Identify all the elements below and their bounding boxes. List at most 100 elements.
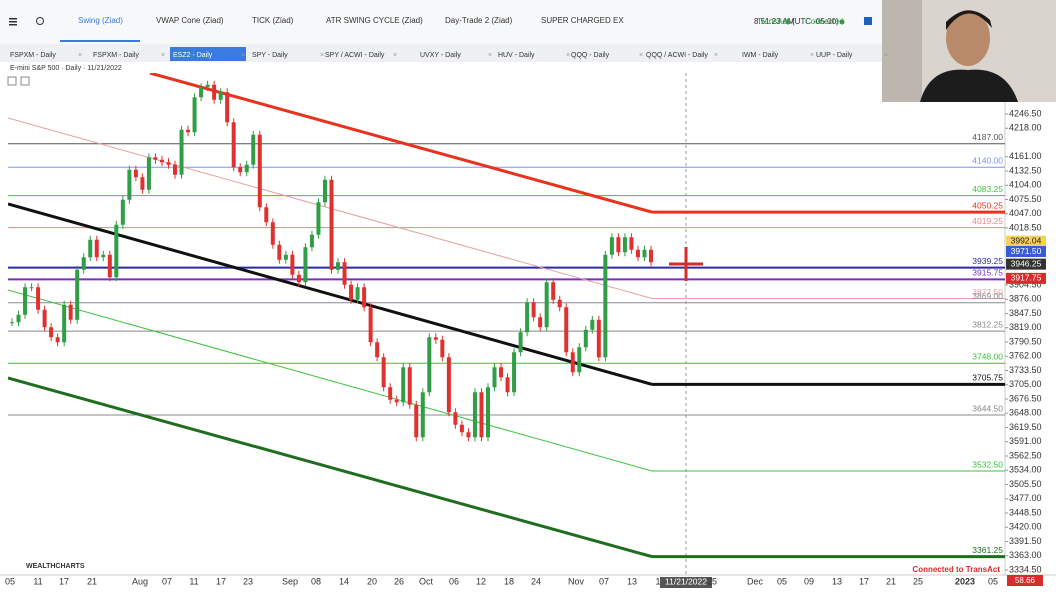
x-tick-label: 18 <box>504 576 514 586</box>
x-tick-label: 17 <box>216 576 226 586</box>
x-tick-label: 13 <box>832 576 842 586</box>
cursor-date-box <box>660 577 712 588</box>
toolbar-tab[interactable]: Swing (Ziad) <box>78 16 123 25</box>
candle <box>414 404 419 438</box>
toolbar-bg <box>0 0 1056 44</box>
menu-icon[interactable] <box>9 18 17 26</box>
candle <box>440 339 445 358</box>
x-tick-label: Sep <box>282 576 298 586</box>
webcam <box>882 0 1056 102</box>
candle <box>55 337 60 343</box>
candle <box>427 337 432 393</box>
y-tick-label: 4104.00 <box>1009 180 1042 190</box>
candle <box>499 367 504 378</box>
candle <box>49 327 54 338</box>
x-tick-label: Nov <box>568 576 585 586</box>
save-icon[interactable] <box>864 17 872 25</box>
y-tick-label: 3762.00 <box>1009 351 1042 361</box>
x-tick-label: 1 <box>655 576 660 586</box>
chart-tab-close: × <box>320 52 324 59</box>
price-box-label: 3946.25 <box>1011 258 1042 268</box>
y-tick-label: 3676.50 <box>1009 393 1042 403</box>
candle <box>525 302 530 333</box>
chart-tab-close: × <box>393 52 397 59</box>
price-box-label: 3971.50 <box>1011 246 1042 256</box>
level-label: 4140.00 <box>972 156 1003 166</box>
y-tick-label: 3420.00 <box>1009 522 1042 532</box>
candle <box>42 309 47 328</box>
x-tick-label: 12 <box>476 576 486 586</box>
chart-tab[interactable]: QQQ / ACWI - Daily <box>646 52 708 59</box>
candle <box>538 317 543 328</box>
y-tick-label: 3819.00 <box>1009 322 1042 332</box>
chart-tab[interactable]: UVXY - Daily <box>420 52 461 59</box>
chart-tab[interactable]: HUV - Daily <box>498 52 535 59</box>
toolbar-tab[interactable]: Day-Trade 2 (Ziad) <box>445 16 513 25</box>
tabs-bg <box>0 44 1056 62</box>
x-tick-label: 20 <box>367 576 377 586</box>
candle <box>179 129 184 175</box>
level-label: 3915.75 <box>972 268 1003 278</box>
candle <box>146 157 151 190</box>
toolbar-tab[interactable]: VWAP Cone (Ziad) <box>156 16 224 25</box>
x-tick-label: 23 <box>243 576 253 586</box>
connection-status: Connected to TransAct <box>912 565 1000 574</box>
chart-tab-close: × <box>161 52 165 59</box>
candle <box>433 337 438 340</box>
chart-tab[interactable]: SPY - Daily <box>252 52 288 59</box>
crosshair-cross <box>669 247 703 281</box>
price-box <box>1006 235 1046 247</box>
candle <box>459 424 464 433</box>
candle <box>466 432 471 438</box>
level-label: 3939.25 <box>972 256 1003 266</box>
value-label: 58.66 <box>1015 576 1036 585</box>
x-tick-label: 07 <box>599 576 609 586</box>
candle <box>635 249 640 258</box>
search-icon[interactable] <box>36 17 44 25</box>
title-bar <box>0 62 1056 75</box>
y-tick-label: 4161.00 <box>1009 151 1042 161</box>
y-tick-label: 4047.00 <box>1009 208 1042 218</box>
chart-tab[interactable]: FSPXM - Daily <box>10 52 56 59</box>
expand-icon[interactable] <box>20 76 30 86</box>
x-tick-label: 08 <box>311 576 321 586</box>
level-label: 3812.25 <box>972 319 1003 329</box>
candle <box>518 332 523 353</box>
x-tick-label: 09 <box>804 576 814 586</box>
level-label: 3361.25 <box>972 545 1003 555</box>
chart-tab[interactable]: UUP - Daily <box>816 52 853 59</box>
candle <box>264 207 269 223</box>
chart-tab[interactable]: FSPXM - Daily <box>93 52 139 59</box>
candle <box>238 167 243 173</box>
level-label: 3644.50 <box>972 403 1003 413</box>
chart-tab-close: × <box>488 52 492 59</box>
candle <box>485 387 490 438</box>
y-tick-label: 4218.00 <box>1009 123 1042 133</box>
candle <box>342 262 347 285</box>
candle <box>303 247 308 283</box>
chart-tab[interactable]: ESZ2 - Daily <box>173 52 213 59</box>
toolbar-tab[interactable]: ATR SWING CYCLE (Ziad) <box>326 16 423 25</box>
candle <box>101 254 106 258</box>
candle <box>29 287 34 289</box>
candle <box>596 319 601 358</box>
candle <box>107 254 112 278</box>
chart-tab[interactable]: IWM - Daily <box>742 52 779 59</box>
y-tick-label: 3705.00 <box>1009 379 1042 389</box>
x-tick-label: Dec <box>747 576 764 586</box>
toolbar-tab[interactable]: TICK (Ziad) <box>252 16 294 25</box>
chart-tab[interactable]: QQQ - Daily <box>571 52 610 59</box>
trend-line <box>8 289 653 472</box>
toolbar-tab[interactable]: SUPER CHARGED EX <box>541 16 624 25</box>
status: Connected <box>805 17 844 26</box>
x-tick-label: 11/21/2022 <box>665 576 707 586</box>
candle <box>270 222 275 245</box>
price-box <box>1006 258 1046 270</box>
x-tick-label: 07 <box>162 576 172 586</box>
x-tick-label: 13 <box>627 576 637 586</box>
y-tick-label: 3904.50 <box>1009 279 1042 289</box>
candle <box>570 352 575 373</box>
collapse-icon[interactable] <box>7 76 17 86</box>
chart-tab[interactable]: SPY / ACWI - Daily <box>325 52 385 59</box>
candle <box>159 159 164 163</box>
